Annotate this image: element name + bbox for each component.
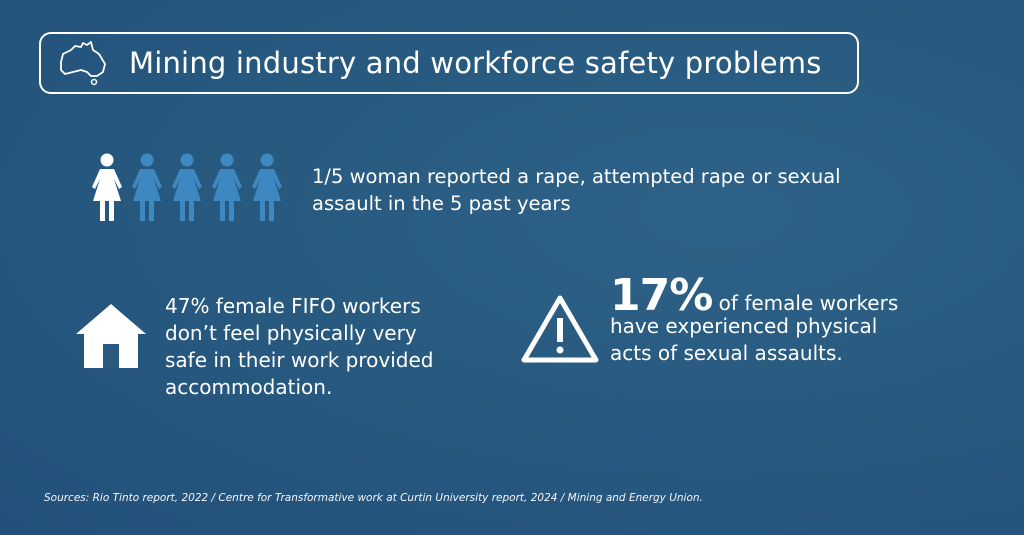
stat-text: of female workers: [712, 291, 899, 315]
stat-text: 1/5 woman reported a rape, attempted rap…: [312, 165, 841, 188]
stat-text: assault in the 5 past years: [312, 192, 571, 215]
stat-percentage: 17%: [610, 270, 713, 321]
stat-text: 47% female FIFO workers: [165, 294, 421, 318]
stat-women: 1/5 woman reported a rape, attempted rap…: [312, 163, 841, 217]
stat-accommodation: 47% female FIFO workers don’t feel physi…: [165, 293, 434, 401]
stat-text: accommodation.: [165, 375, 333, 399]
woman-icon: [212, 153, 242, 221]
woman-icon: [252, 153, 282, 221]
stat-text: have experienced physical: [610, 314, 878, 338]
stat-text: acts of sexual assaults.: [610, 341, 843, 365]
women-figures-icon: [88, 153, 286, 223]
woman-icon: [172, 153, 202, 221]
australia-map-icon: [60, 41, 106, 86]
sources-note: Sources: Rio Tinto report, 2022 / Centre…: [44, 492, 703, 504]
stat-assaults: 17% of female workers have experienced p…: [610, 274, 899, 367]
warning-icon: [521, 295, 599, 363]
woman-icon: [92, 153, 122, 221]
woman-icon: [132, 153, 162, 221]
stat-text: don’t feel physically very: [165, 321, 417, 345]
title-box: Mining industry and workforce safety pro…: [39, 32, 859, 94]
page-title: Mining industry and workforce safety pro…: [129, 46, 822, 80]
house-icon: [76, 304, 146, 368]
stat-text: safe in their work provided: [165, 348, 434, 372]
